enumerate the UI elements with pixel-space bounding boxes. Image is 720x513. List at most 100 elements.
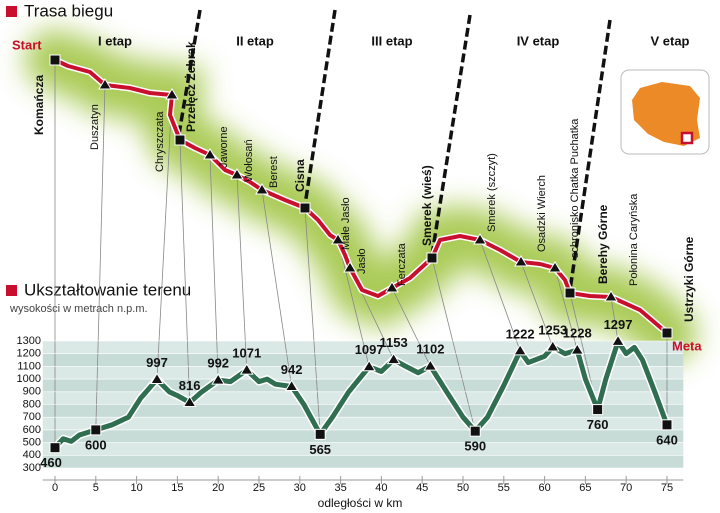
stage-label: V etap — [650, 33, 689, 48]
place-name: Osadzki Wierch — [536, 175, 548, 252]
place-name: Smerek (szczyt) — [486, 153, 498, 232]
value-label: 1228 — [563, 326, 592, 341]
place-name: Przełęcz Żebrak — [183, 41, 198, 132]
band — [42, 442, 684, 456]
route-end: Meta — [672, 338, 702, 353]
profile-marker — [182, 395, 197, 407]
x-tick-label: 65 — [579, 482, 591, 494]
place-name: Duszatyn — [89, 104, 101, 150]
place-name: Ustrzyki Górne — [682, 236, 696, 322]
leader-line — [209, 154, 219, 381]
route-peak — [473, 233, 487, 245]
leader-line — [391, 287, 431, 367]
stage-label: II etap — [236, 33, 274, 48]
place-name: Wołosań — [243, 139, 255, 182]
profile-marker — [211, 373, 226, 385]
value-label: 600 — [85, 437, 107, 452]
x-tick-label: 0 — [52, 482, 58, 494]
route-peak — [98, 78, 112, 90]
route-stop — [174, 134, 186, 146]
leader-line — [236, 174, 248, 371]
x-tick-label: 5 — [93, 482, 99, 494]
y-tick-label: 300 — [23, 462, 41, 474]
profile-marker — [423, 359, 438, 371]
band — [42, 404, 684, 418]
y-tick-label: 1000 — [17, 373, 41, 385]
leader-line — [179, 139, 191, 403]
leader-line — [337, 239, 370, 367]
profile-marker — [661, 419, 673, 431]
y-tick-label: 1200 — [17, 348, 41, 360]
x-tick-label: 60 — [538, 482, 550, 494]
place-name: Cisna — [293, 159, 307, 192]
value-label: 1071 — [232, 346, 261, 361]
profile-marker — [49, 442, 61, 454]
place-name: Chryszczata — [154, 111, 166, 172]
leader-line — [95, 84, 106, 430]
y-tick-label: 1300 — [17, 335, 41, 347]
value-label: 1153 — [380, 335, 408, 350]
x-tick-label: 75 — [661, 482, 673, 494]
poland-inset — [620, 69, 710, 155]
leader-line — [304, 207, 321, 435]
place-name: schronisko Chatka Puchatka — [569, 118, 581, 258]
value-label: 460 — [40, 455, 62, 470]
value-label: 1253 — [538, 322, 567, 337]
value-label: 1297 — [604, 317, 633, 332]
place-name: Berest — [268, 156, 280, 188]
value-label: 590 — [464, 439, 486, 454]
route-peak — [331, 233, 345, 245]
profile-marker — [90, 424, 102, 436]
x-axis-label: odległości w km — [318, 496, 403, 510]
leader-line — [520, 261, 554, 348]
place-name: Smerek (wieś) — [420, 165, 434, 246]
stage-divider — [176, 9, 202, 141]
value-label: 1097 — [355, 342, 384, 357]
x-tick-label: 35 — [334, 482, 346, 494]
x-tick-label: 10 — [130, 482, 142, 494]
stage-label: III etap — [371, 33, 412, 48]
map-title: Trasa biegu — [24, 1, 113, 20]
route-peak — [203, 148, 217, 160]
route-stop — [49, 54, 61, 66]
value-label: 1222 — [506, 326, 535, 341]
route-peak — [514, 255, 528, 267]
profile-marker — [284, 379, 299, 391]
value-label: 565 — [309, 442, 331, 457]
route-peak — [230, 168, 244, 180]
stage-label: I etap — [98, 33, 132, 48]
x-tick-label: 70 — [620, 482, 632, 494]
value-label: 640 — [656, 432, 678, 447]
band — [42, 429, 684, 443]
leader-line — [610, 296, 619, 342]
x-tick-label: 50 — [457, 482, 469, 494]
profile-marker — [611, 334, 625, 346]
leader-line — [156, 94, 173, 380]
leader-line — [554, 267, 578, 351]
value-label: 997 — [146, 355, 168, 370]
stage-label: IV etap — [517, 33, 560, 48]
y-tick-label: 700 — [23, 411, 41, 423]
x-tick-label: 20 — [212, 482, 224, 494]
place-name: Ferczata — [396, 242, 408, 286]
y-tick-label: 600 — [23, 424, 41, 436]
profile-marker — [386, 352, 401, 365]
place-name: Jasło — [356, 248, 368, 274]
route-stop — [299, 202, 311, 214]
place-name: Połonina Caryńska — [628, 193, 640, 286]
x-tick-label: 15 — [171, 482, 183, 494]
route-peak — [255, 183, 269, 195]
route-stop — [661, 327, 673, 339]
stage-divider — [568, 19, 612, 291]
value-label: 1102 — [416, 342, 444, 357]
profile-marker — [362, 359, 377, 372]
route-stop — [426, 252, 438, 264]
profile-marker — [239, 363, 254, 375]
profile-marker — [513, 343, 528, 356]
y-tick-label: 900 — [23, 386, 41, 398]
title-marker — [6, 6, 17, 17]
x-tick-label: 30 — [294, 482, 306, 494]
x-tick-label: 55 — [498, 482, 510, 494]
leader-line — [479, 239, 521, 352]
